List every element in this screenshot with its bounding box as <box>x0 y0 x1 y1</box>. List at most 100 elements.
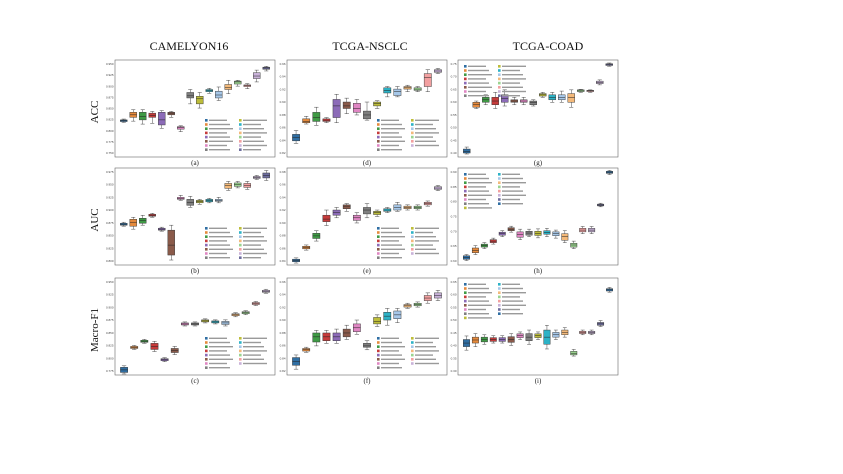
legend-swatch <box>464 296 467 299</box>
box-15 <box>434 68 441 73</box>
legend-swatch <box>377 240 380 243</box>
legend-entry-text <box>502 182 526 183</box>
legend-entry-text <box>381 141 405 142</box>
legend-swatch <box>464 90 467 93</box>
y-tick-label: 0.900 <box>106 305 114 309</box>
legend-swatch <box>239 132 242 135</box>
legend-entry-text <box>468 288 489 289</box>
y-tick-label: 0.825 <box>106 344 114 348</box>
box-1 <box>463 147 470 154</box>
y-tick-label: 0.90 <box>280 221 286 225</box>
legend-swatch <box>498 177 501 180</box>
iqr-box <box>168 230 175 255</box>
box-15 <box>596 80 603 85</box>
legend-entry-text <box>502 66 526 67</box>
box-8 <box>530 100 537 106</box>
legend-swatch <box>377 358 380 361</box>
legend-entry-text <box>381 124 402 125</box>
y-tick-label: 0.94 <box>280 75 286 79</box>
iqr-box <box>168 112 175 115</box>
legend-swatch <box>205 244 208 247</box>
box-7 <box>517 229 523 239</box>
legend-swatch <box>239 240 242 243</box>
box-3 <box>139 215 146 225</box>
plot-frame <box>115 278 275 375</box>
legend-swatch <box>411 144 414 147</box>
box-7 <box>353 213 360 223</box>
legend-swatch <box>464 194 467 197</box>
legend-entry-text <box>209 350 227 351</box>
legend-swatch <box>205 119 208 122</box>
legend-swatch <box>464 287 467 290</box>
y-tick-label: 0.86 <box>280 344 286 348</box>
y-tick-label: 0.50 <box>451 126 457 130</box>
box-6 <box>168 225 175 260</box>
legend-entry-text <box>415 359 436 360</box>
legend-swatch <box>464 73 467 76</box>
box-14 <box>587 90 594 92</box>
legend-swatch <box>205 240 208 243</box>
legend-swatch <box>377 231 380 234</box>
legend-entry-text <box>415 253 439 254</box>
legend-entry-text <box>209 149 230 150</box>
y-tick-label: 0.86 <box>280 126 286 130</box>
legend-entry-text <box>502 300 523 301</box>
legend-swatch <box>377 244 380 247</box>
box-6 <box>168 111 175 117</box>
legend-swatch <box>411 252 414 255</box>
box-8 <box>187 90 194 104</box>
legend-entry-text <box>415 236 436 237</box>
legend-swatch <box>377 123 380 126</box>
box-16 <box>597 321 603 327</box>
box-4 <box>149 213 156 217</box>
legend-swatch <box>239 345 242 348</box>
legend-entry-text <box>468 190 489 191</box>
box-13 <box>414 302 421 307</box>
legend-entry-text <box>415 145 439 146</box>
box-6 <box>508 226 514 232</box>
legend-swatch <box>498 94 501 97</box>
y-tick-label: 0.800 <box>106 259 114 263</box>
box-10 <box>544 228 550 236</box>
iqr-box <box>373 102 380 106</box>
legend-entry-text <box>243 249 264 250</box>
legend-entry-text <box>209 363 227 364</box>
legend-swatch <box>239 354 242 357</box>
legend-entry-text <box>468 195 492 196</box>
legend-entry-text <box>381 350 399 351</box>
box-8 <box>363 102 370 120</box>
box-8 <box>526 229 532 236</box>
legend-entry-text <box>209 346 233 347</box>
legend-entry-text <box>381 244 402 245</box>
legend-swatch <box>464 300 467 303</box>
y-tick-label: 0.92 <box>280 305 286 309</box>
legend-entry-text <box>468 203 489 204</box>
box-8 <box>191 322 198 326</box>
y-tick-label: 0.70 <box>451 75 457 79</box>
iqr-box <box>517 232 523 237</box>
box-16 <box>263 170 270 180</box>
legend-swatch <box>205 252 208 255</box>
legend-swatch <box>498 287 501 290</box>
legend-swatch <box>498 194 501 197</box>
legend-swatch <box>377 132 380 135</box>
legend-swatch <box>411 119 414 122</box>
y-tick-label: 0.75 <box>451 62 457 66</box>
legend-swatch <box>498 173 501 176</box>
y-tick-label: 0.55 <box>451 113 457 117</box>
legend-swatch <box>411 235 414 238</box>
legend-swatch <box>464 181 467 184</box>
legend-entry-text <box>468 78 486 79</box>
box-11 <box>553 330 559 339</box>
box-15 <box>434 185 441 190</box>
row-label-macro-f1: Macro-F1 <box>89 308 101 352</box>
iqr-box <box>187 92 194 97</box>
legend-swatch <box>239 231 242 234</box>
legend-swatch <box>377 345 380 348</box>
legend-swatch <box>411 354 414 357</box>
box-17 <box>606 287 612 292</box>
y-tick-label: 0.60 <box>451 293 457 297</box>
y-tick-label: 0.85 <box>451 185 457 189</box>
panel-d: 0.96 0.94 0.92 0.90 0.88 0.86 0.84 0.82 (d) <box>280 60 447 167</box>
box-9 <box>373 101 380 109</box>
